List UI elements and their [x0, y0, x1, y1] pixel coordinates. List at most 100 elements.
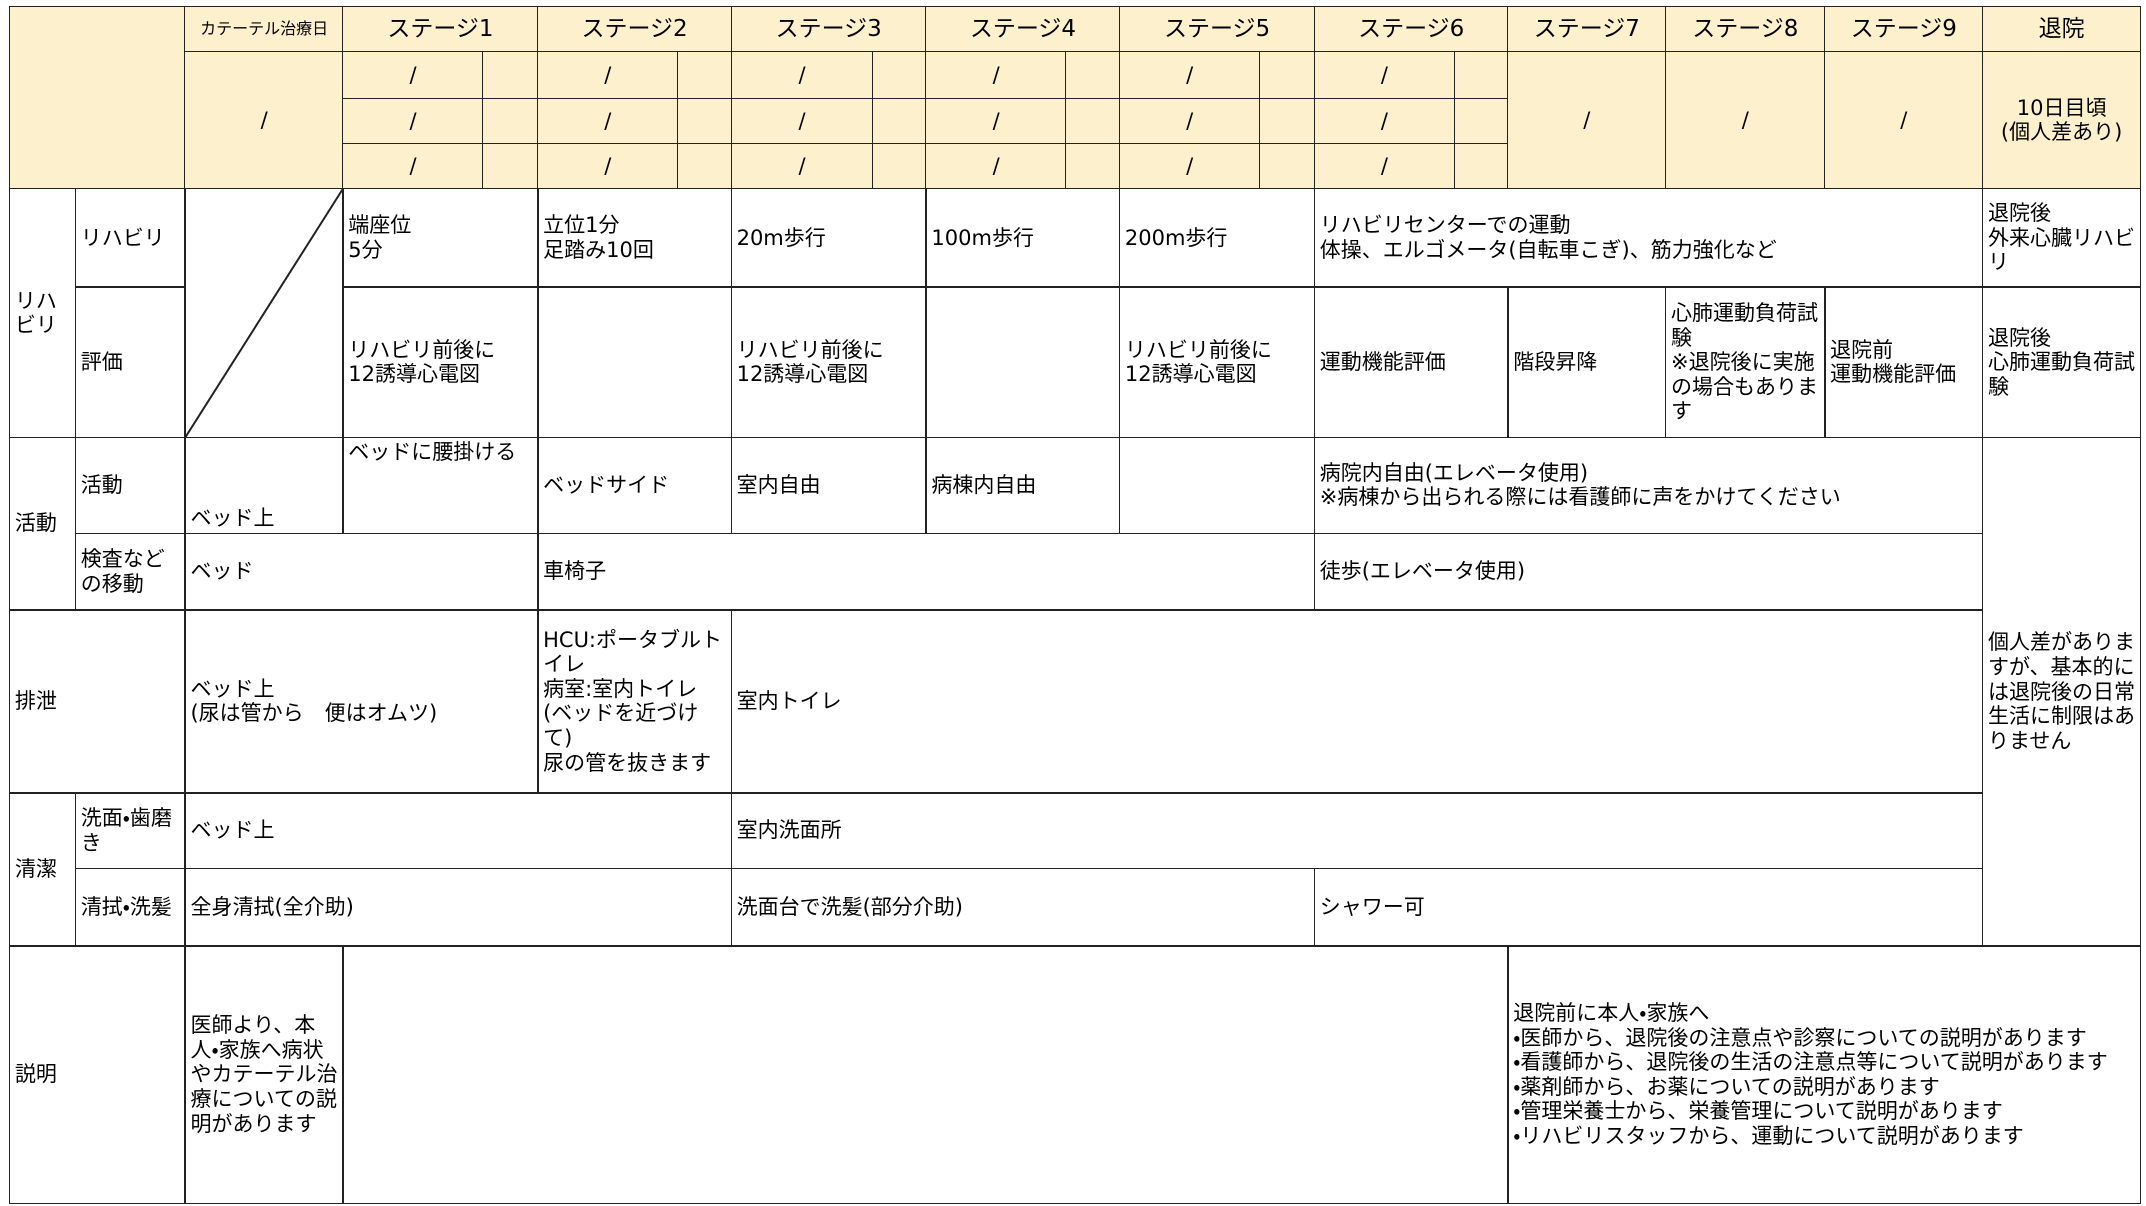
date-slot: /: [1313, 51, 1456, 100]
date-slot: /: [1118, 97, 1261, 145]
cell: 200m歩行: [1118, 187, 1316, 288]
cell: リハビリ前後に 12誘導心電図: [1118, 286, 1316, 439]
cell: シャワー可: [1313, 867, 1984, 947]
date-slot: /: [925, 51, 1067, 100]
empty-cell: [925, 286, 1121, 439]
empty-cell: [537, 286, 733, 439]
row-label: 活動: [74, 436, 186, 534]
empty-cell: [1065, 51, 1121, 100]
row-label: 清拭・洗髪: [74, 867, 186, 947]
cell: 立位1分 足踏み10回: [537, 187, 733, 288]
date-slot: /: [1824, 51, 1984, 190]
cell: 退院後 心肺運動負荷試験: [1981, 286, 2142, 439]
header-cell: ステージ4: [925, 6, 1121, 53]
empty-cell: [482, 142, 539, 190]
header-cell: ステージ6: [1313, 6, 1509, 53]
cell: 運動機能評価: [1313, 286, 1509, 439]
empty-cell: [677, 142, 733, 190]
header-cell: ステージ2: [537, 6, 733, 53]
date-slot: /: [537, 97, 679, 145]
cell: 徒歩(エレベータ使用): [1313, 532, 1984, 611]
cell: 100m歩行: [925, 187, 1121, 288]
cell: 退院前 運動機能評価: [1824, 286, 1984, 439]
cell: 20m歩行: [730, 187, 927, 288]
section-label: 清潔: [8, 792, 77, 947]
discharge-note: 個人差がありますが、基本的には退院後の日常生活に制限はありません: [1981, 436, 2142, 947]
date-slot: /: [925, 97, 1067, 145]
cell: 心肺運動負荷試験 ※退院後に実施の場合もあります: [1665, 286, 1826, 439]
date-slot: /: [1313, 142, 1456, 190]
empty-cell: [1453, 97, 1509, 145]
cell: 室内洗面所: [730, 792, 1984, 869]
empty-cell: [871, 51, 927, 100]
cell: リハビリセンターでの運動 体操、エルゴメータ(自転車こぎ)、筋力強化など: [1313, 187, 1984, 288]
cell: 室内自由: [730, 436, 927, 534]
date-slot: /: [1118, 51, 1261, 100]
row-label: 検査などの移動: [74, 532, 186, 611]
header-cell: ステージ8: [1665, 6, 1826, 53]
section-label: 活動: [8, 436, 77, 611]
empty-cell: [482, 97, 539, 145]
header-cell: ステージ1: [342, 6, 539, 53]
cell: ベッド上 (尿は管から 便はオムツ): [184, 609, 539, 794]
header-cell: ステージ5: [1118, 6, 1316, 53]
section-label: 説明: [8, 945, 186, 1204]
cell: ベッド上: [184, 792, 733, 869]
date-slot: /: [730, 97, 874, 145]
cell: 洗面台で洗髪(部分介助): [730, 867, 1316, 947]
cell: ベッドに腰掛ける: [342, 436, 539, 534]
empty-cell: [184, 187, 344, 439]
empty-cell: [871, 97, 927, 145]
empty-cell: [1453, 51, 1509, 100]
date-slot: 10日目頃 (個人差あり): [1981, 51, 2142, 190]
cell: 階段昇降: [1507, 286, 1667, 439]
empty-cell: [1258, 51, 1316, 100]
date-slot: /: [1665, 51, 1826, 190]
cell: HCU:ポータブルトイレ 病室:室内トイレ (ベッドを近づけて) 尿の管を抜きま…: [537, 609, 733, 794]
date-slot: /: [730, 51, 874, 100]
cell: 退院前に本人・家族へ ・医師から、退院後の注意点や診察についての説明があります …: [1507, 945, 2142, 1204]
empty-cell: [1258, 142, 1316, 190]
empty-cell: [1258, 97, 1316, 145]
cell: 端座位 5分: [342, 187, 539, 288]
cell: 病院内自由(エレベータ使用) ※病棟から出られる際には看護師に声をかけてください: [1313, 436, 1984, 534]
header-cell: ステージ7: [1507, 6, 1667, 53]
empty-cell: [677, 51, 733, 100]
row-label: 評価: [74, 286, 186, 439]
cell: ベッド: [184, 532, 539, 611]
cell: リハビリ前後に 12誘導心電図: [730, 286, 927, 439]
cell: 車椅子: [537, 532, 1316, 611]
empty-cell: [871, 142, 927, 190]
empty-cell: [1065, 142, 1121, 190]
cell: 退院後 外来心臓リハビリ: [1981, 187, 2142, 288]
empty-cell: [1118, 436, 1316, 534]
date-slot: /: [1313, 97, 1456, 145]
empty-cell: [677, 97, 733, 145]
section-label: リハビリ: [8, 187, 77, 439]
header-cell: ステージ9: [1824, 6, 1984, 53]
date-slot: /: [1507, 51, 1667, 190]
header-cell: ステージ3: [730, 6, 927, 53]
row-label: リハビリ: [74, 187, 186, 288]
date-slot: /: [342, 142, 484, 190]
header-cell: カテーテル治療日: [184, 6, 344, 53]
cell: リハビリ前後に 12誘導心電図: [342, 286, 539, 439]
cell: 全身清拭(全介助): [184, 867, 733, 947]
empty-cell: [482, 51, 539, 100]
cell: ベッド上: [184, 436, 344, 534]
cell: 医師より、本人・家族へ病状やカテーテル治療についての説明があります: [184, 945, 344, 1204]
date-slot: /: [730, 142, 874, 190]
date-slot: /: [537, 51, 679, 100]
diagonal: [185, 188, 343, 438]
date-slot: /: [342, 51, 484, 100]
header-cell: 退院: [1981, 6, 2142, 53]
empty-cell: [342, 945, 1509, 1204]
date-slot: /: [342, 97, 484, 145]
date-slot: /: [537, 142, 679, 190]
corner: [8, 6, 186, 190]
cell: ベッドサイド: [537, 436, 733, 534]
empty-cell: [1065, 97, 1121, 145]
